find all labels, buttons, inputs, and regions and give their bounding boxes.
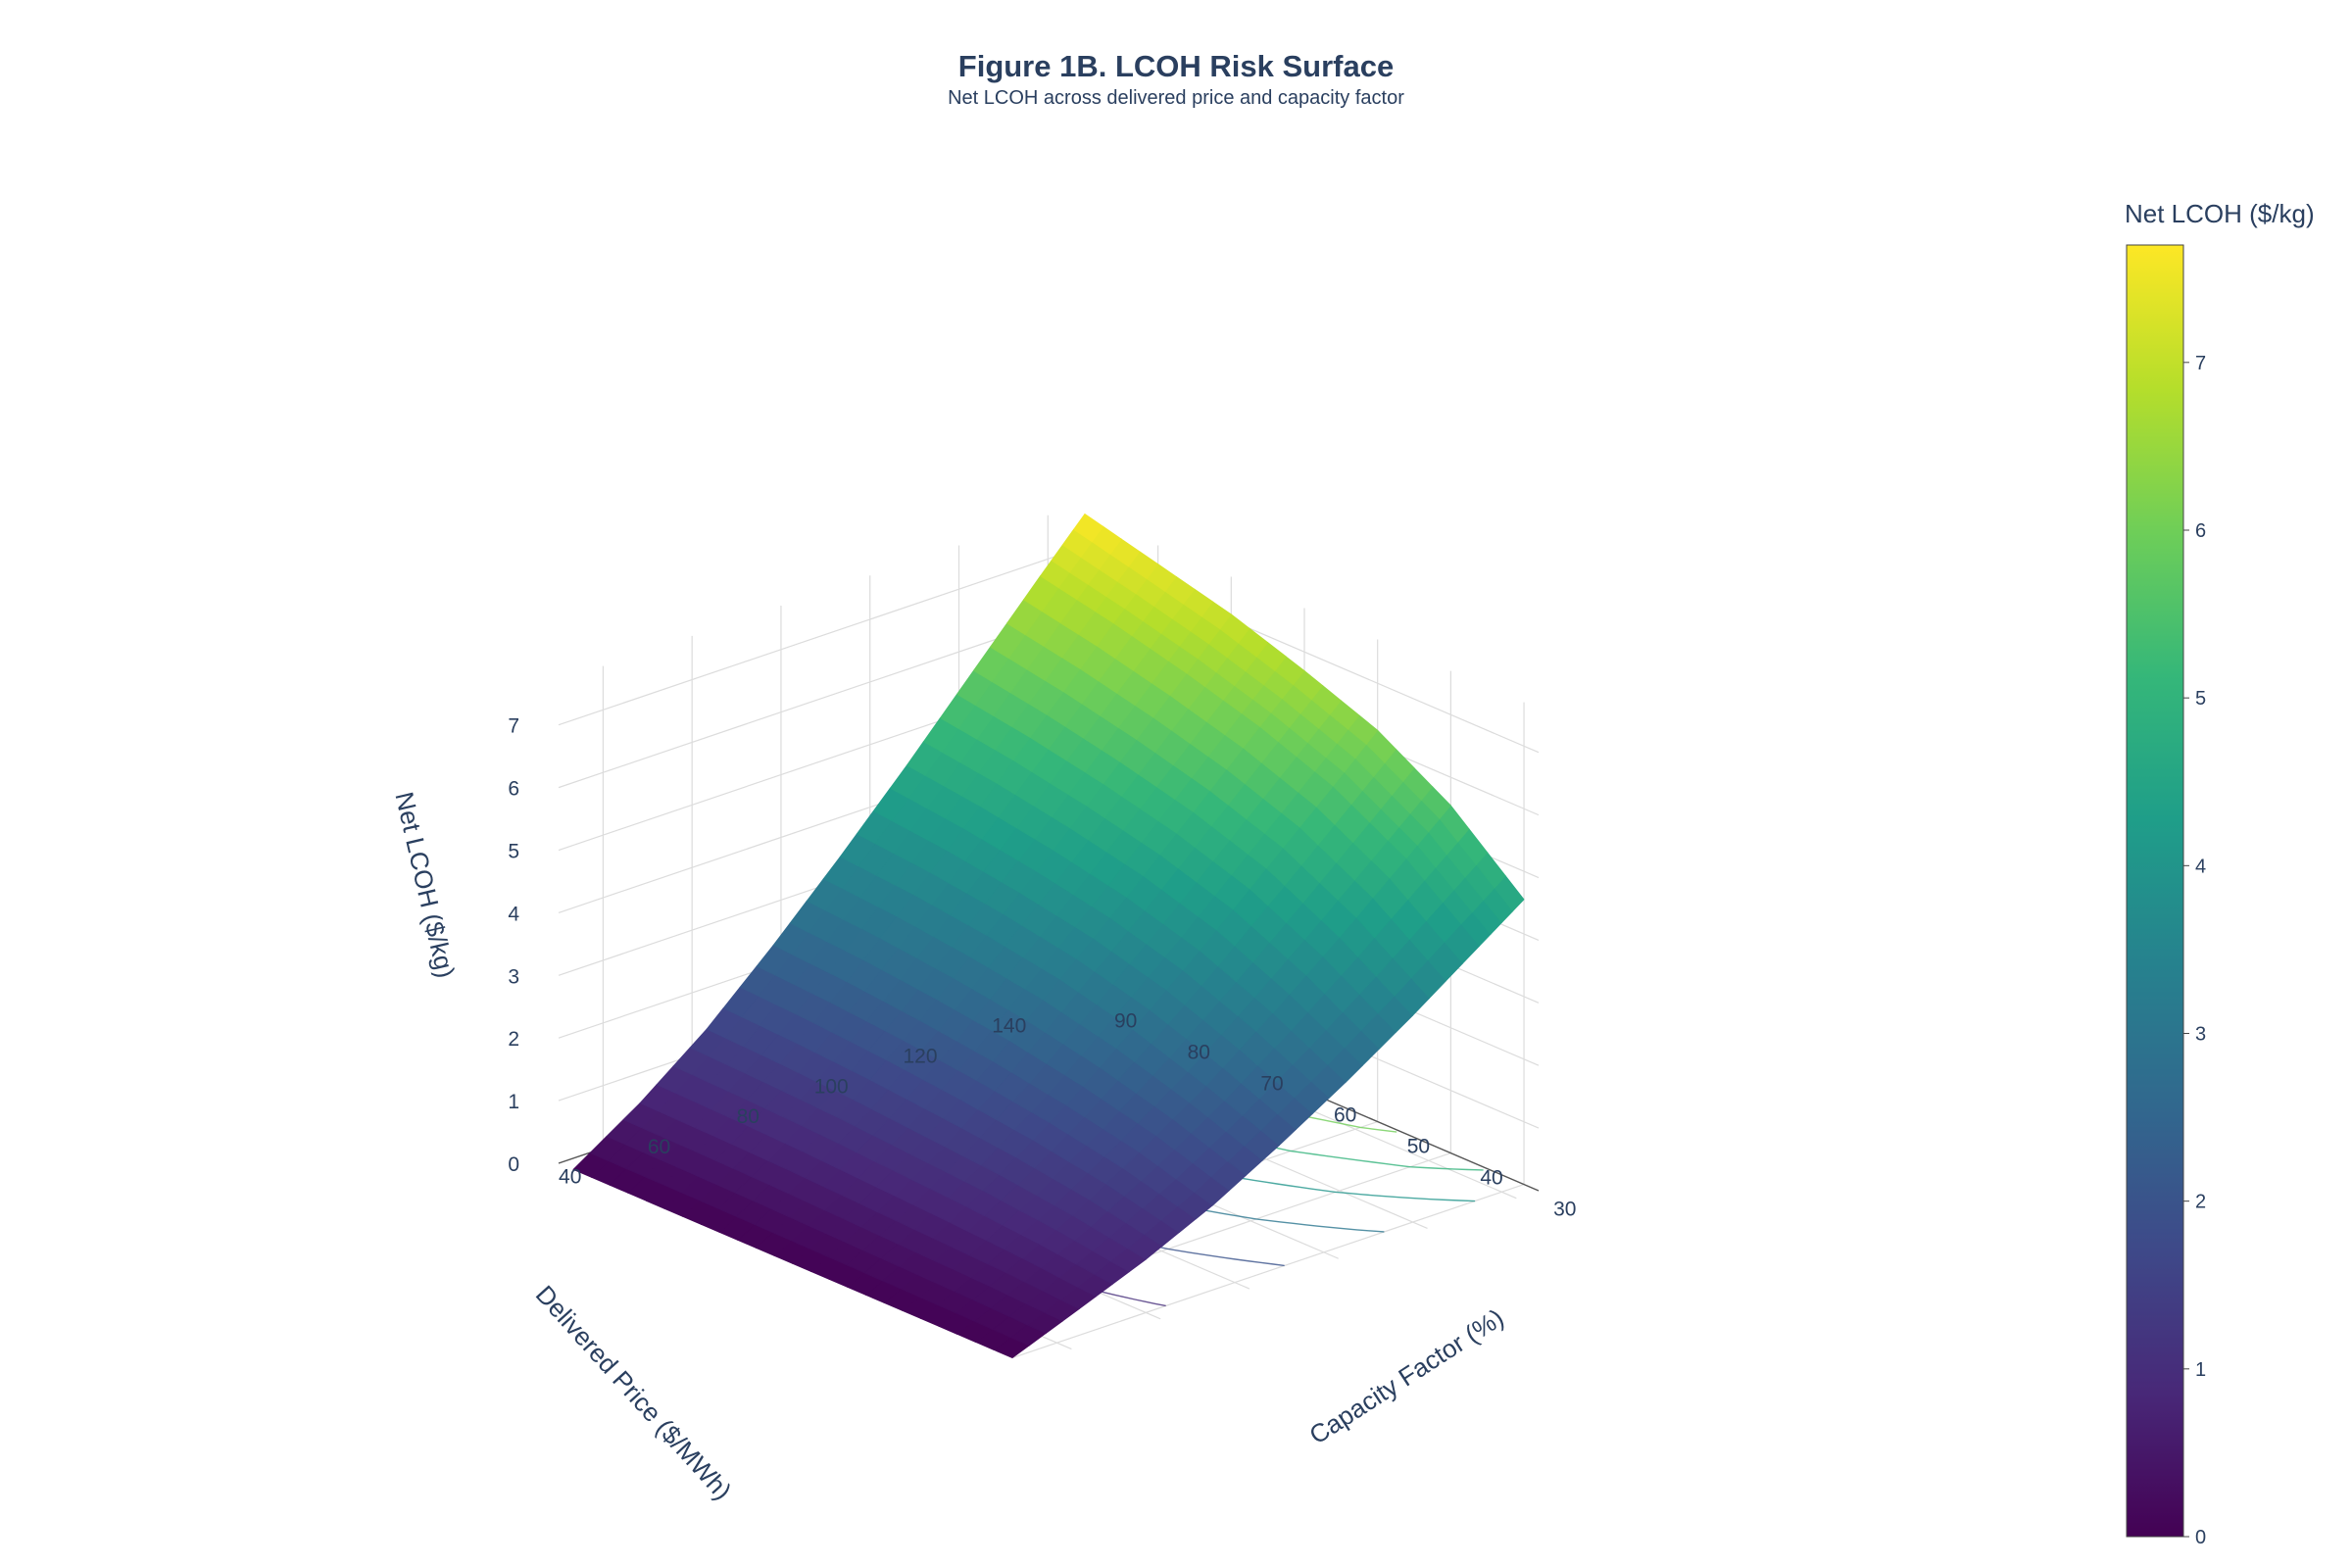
price-tick-label: 40 — [559, 1166, 581, 1189]
price-tick-label: 100 — [814, 1075, 849, 1098]
surface-mesh[interactable] — [572, 513, 1525, 1359]
z-tick-label: 2 — [508, 1028, 519, 1051]
price-tick-label: 80 — [737, 1105, 760, 1128]
colorbar-tick-label: 4 — [2195, 856, 2206, 877]
price-tick-label: 120 — [903, 1045, 937, 1067]
colorbar-tick-label: 2 — [2195, 1192, 2206, 1213]
cf-tick-label: 30 — [1553, 1199, 1576, 1221]
colorbar: 0 1 2 3 4 5 6 7 — [2126, 244, 2206, 1548]
z-tick-label: 4 — [508, 903, 519, 925]
cf-tick-label: 50 — [1407, 1136, 1430, 1158]
z-tick-label: 7 — [508, 715, 519, 738]
cf-tick-label: 80 — [1188, 1041, 1210, 1063]
z-tick-label: 6 — [508, 778, 519, 801]
price-tick-label: 140 — [992, 1015, 1026, 1038]
gridline-z-left-wall — [558, 613, 1071, 789]
z-tick-label: 0 — [508, 1153, 519, 1176]
y-axis-title: Delivered Price ($/MWh) — [530, 1280, 738, 1506]
cf-tick-label: 40 — [1480, 1167, 1502, 1190]
price-tick-label: 60 — [648, 1136, 670, 1158]
chart-subtitle: Net LCOH across delivered price and capa… — [948, 87, 1404, 109]
gridline-z-left-wall — [558, 551, 1071, 726]
gridline-cf-floor — [1011, 1184, 1525, 1359]
cf-tick-label: 70 — [1260, 1072, 1283, 1095]
tick-labels: 0 1 2 3 4 5 6 7 40 60 80 100 120 140 30 40 50 60 70 80 90 — [508, 715, 1576, 1221]
colorbar-tick-label: 5 — [2195, 688, 2206, 710]
x-axis-title: Capacity Factor (%) — [1304, 1302, 1509, 1449]
colorbar-title: Net LCOH ($/kg) — [2125, 199, 2315, 228]
z-tick-label: 5 — [508, 841, 519, 863]
colorbar-tick-label: 1 — [2195, 1359, 2206, 1381]
z-axis-title: Net LCOH ($/kg) — [389, 789, 461, 980]
surface-cell[interactable] — [1073, 513, 1104, 543]
colorbar-tick-label: 6 — [2195, 520, 2206, 542]
cf-tick-label: 60 — [1334, 1104, 1356, 1127]
colorbar-ticks: 0 1 2 3 4 5 6 7 — [2183, 353, 2206, 1548]
colorbar-tick-label: 0 — [2195, 1527, 2206, 1548]
z-tick-label: 3 — [508, 965, 519, 988]
colorbar-tick-label: 3 — [2195, 1023, 2206, 1045]
cf-tick-label: 90 — [1114, 1009, 1137, 1032]
colorbar-tick-label: 7 — [2195, 353, 2206, 374]
chart-title: Figure 1B. LCOH Risk Surface — [957, 49, 1395, 83]
z-tick-label: 1 — [508, 1091, 519, 1113]
colorbar-gradient — [2126, 244, 2184, 1538]
